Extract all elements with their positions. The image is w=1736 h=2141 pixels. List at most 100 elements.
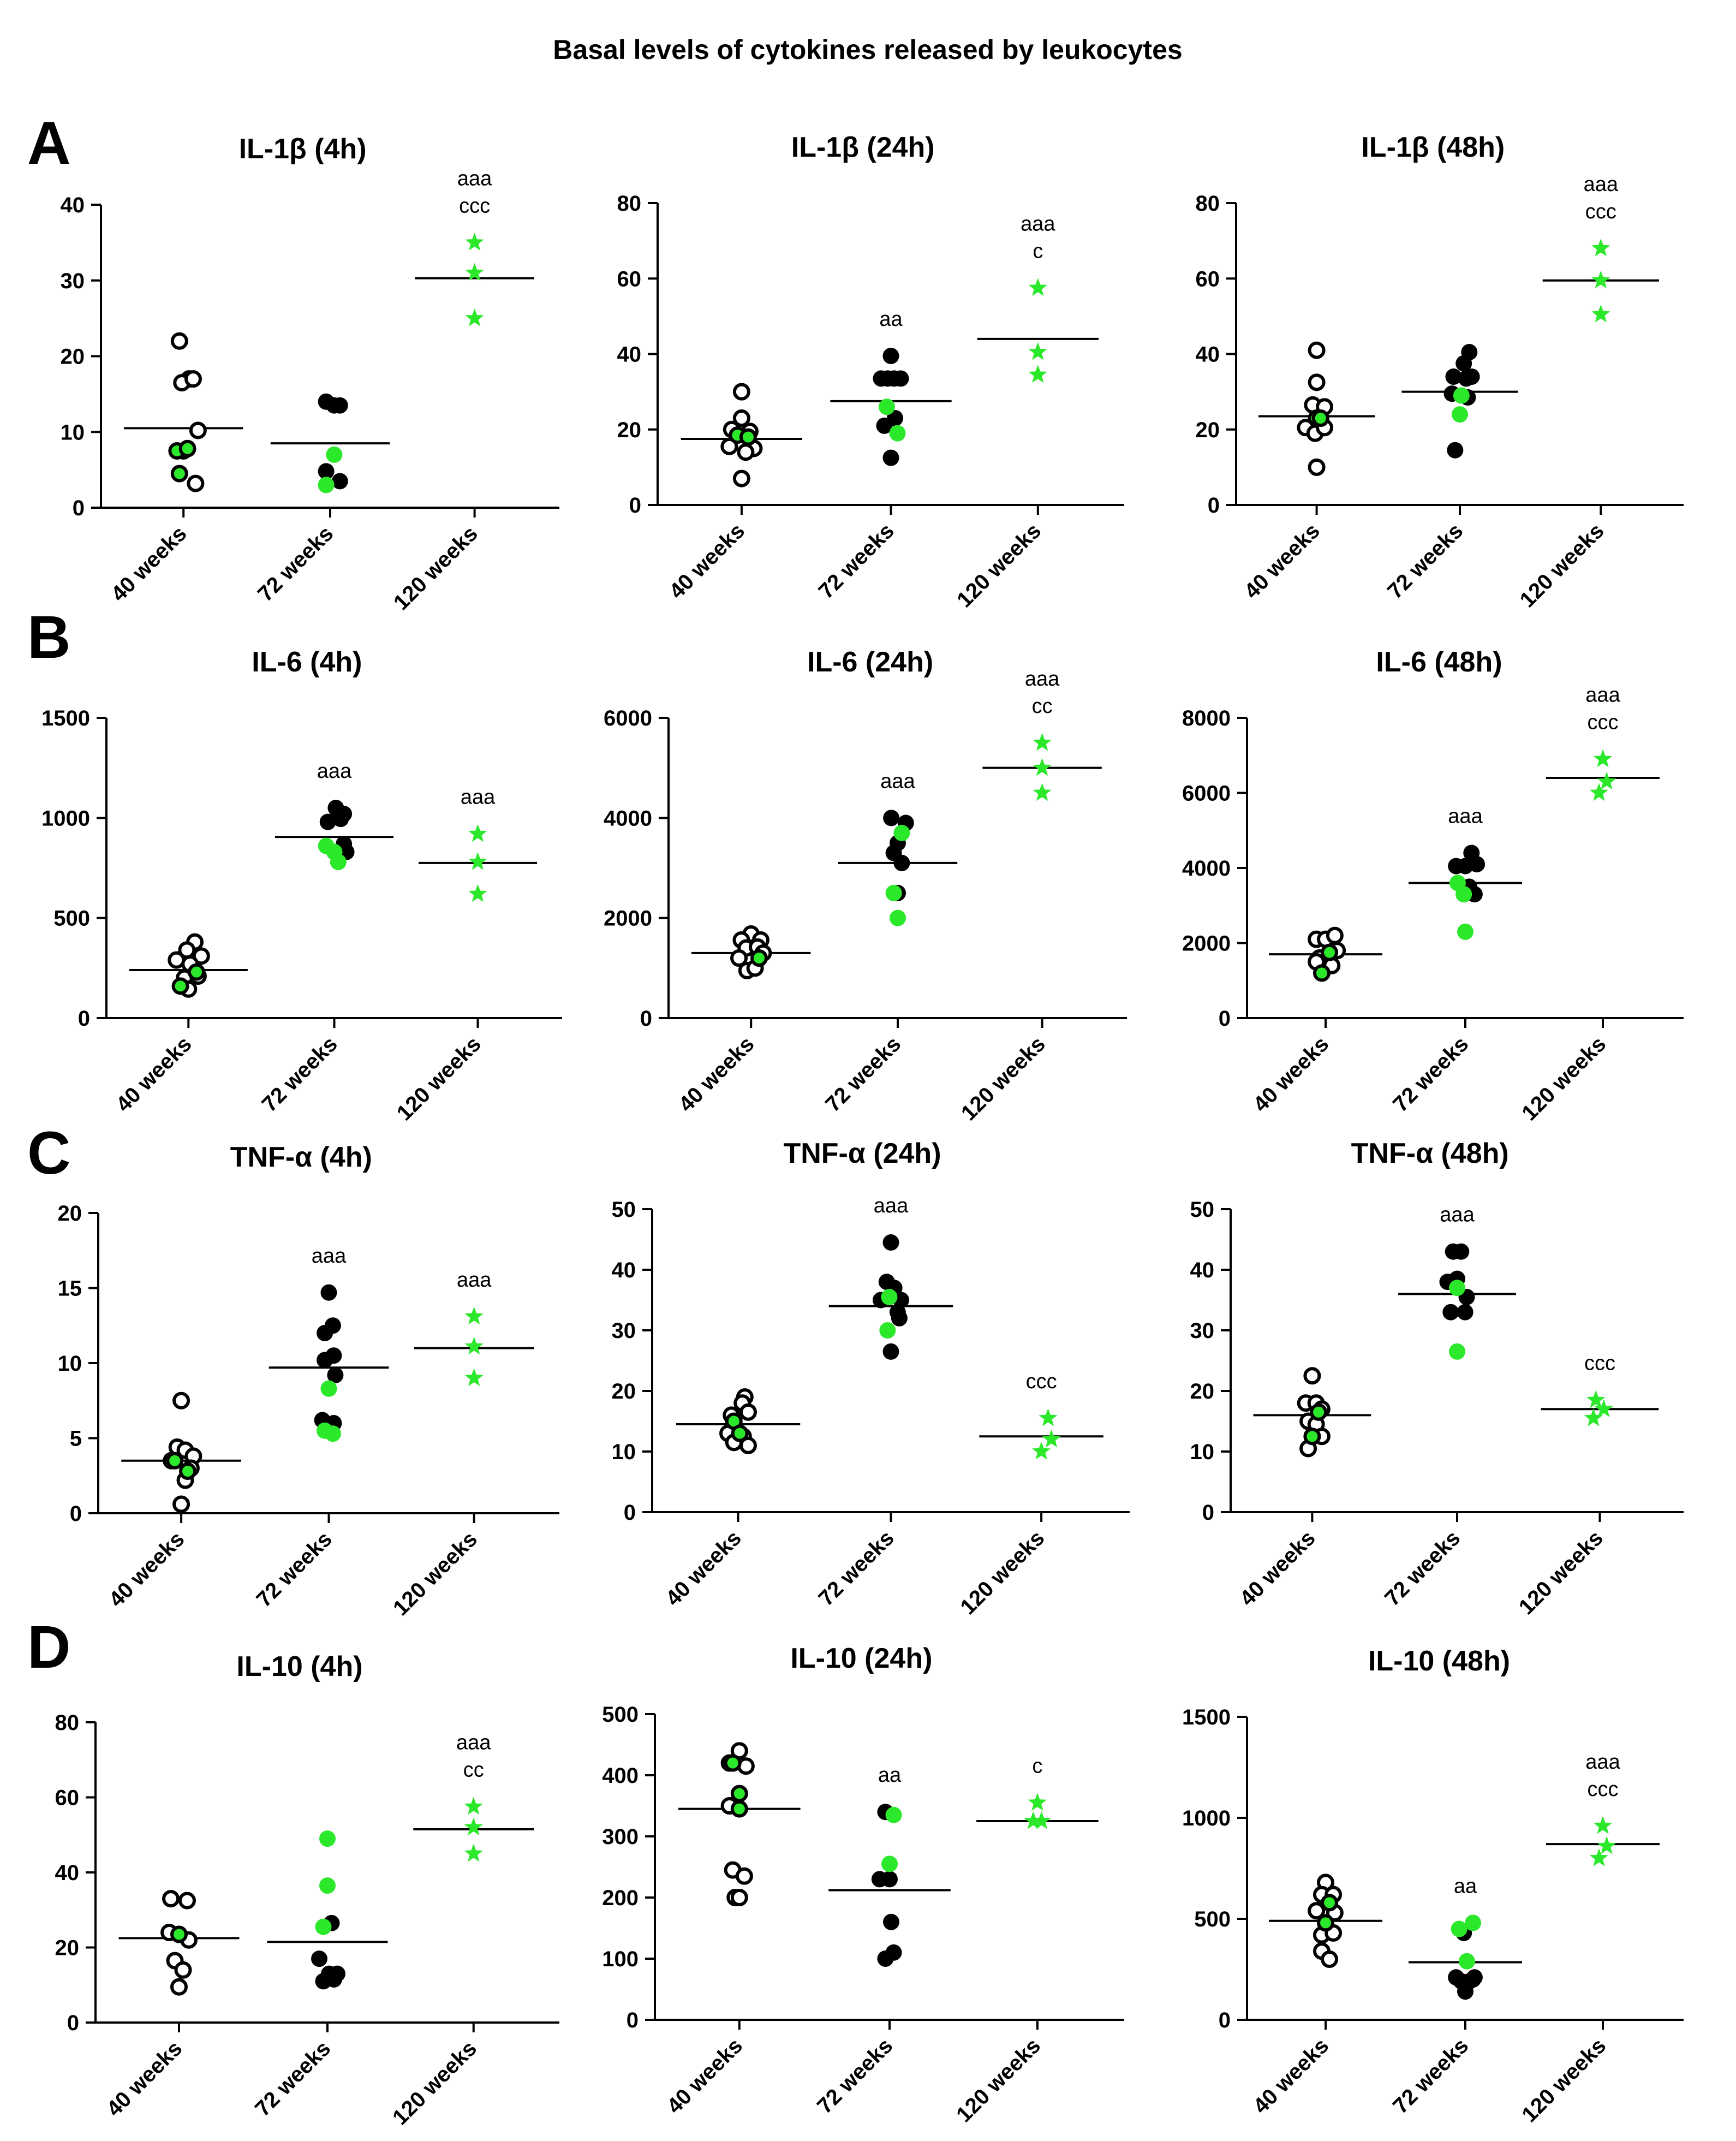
data-point-open (187, 474, 205, 492)
significance-label: aaa (456, 1732, 491, 1755)
significance-label: aaa (1440, 1204, 1475, 1227)
y-tick-label: 60 (1196, 267, 1220, 291)
data-point-black (1442, 1304, 1459, 1321)
y-tick-label: 80 (617, 192, 642, 216)
chart-12: IL-10 (48h) 0 500 1000 1500 40 weeks 72 weeks 1… (1182, 1645, 1684, 2127)
x-tick-label: 120 weeks (388, 2036, 481, 2130)
data-point-green (1465, 1914, 1482, 1931)
data-point-green-outlined (1310, 1403, 1328, 1421)
figure-title: Basal levels of cytokines released by le… (553, 34, 1182, 65)
x-tick-label: 120 weeks (1514, 1526, 1608, 1619)
significance-label: aaa (880, 770, 915, 793)
data-point-black (887, 410, 904, 427)
data-point-open (1303, 1367, 1321, 1385)
chart-1: IL-1β (4h) 0 10 20 30 40 40 weeks 72 weeks 120 w… (61, 133, 559, 615)
significance-label: ccc (459, 194, 490, 217)
data-point-green (1453, 387, 1470, 404)
data-point-green-outlined (170, 465, 188, 483)
data-point-star (1591, 304, 1610, 323)
x-tick-label: 120 weeks (957, 1032, 1050, 1125)
y-tick-label: 0 (627, 2008, 639, 2032)
data-point-green-outlined (731, 1424, 749, 1442)
chart-title: IL-6 (4h) (252, 646, 362, 678)
chart-6: IL-6 (48h) 0 2000 4000 6000 8000 40 weeks 72 we… (1182, 646, 1684, 1125)
y-tick-label: 8000 (1182, 706, 1231, 730)
chart-3: IL-1β (48h) 0 20 40 60 80 40 weeks 72 weeks 120 … (1196, 132, 1684, 612)
data-point-open (170, 332, 188, 350)
data-point-green-outlined (730, 1785, 748, 1803)
data-point-open (174, 1961, 192, 1979)
y-tick-label: 50 (1190, 1198, 1215, 1222)
data-point-black (1466, 1969, 1483, 1986)
significance-label: aaa (457, 167, 492, 190)
data-point-black (881, 1871, 898, 1888)
x-tick-label: 40 weeks (106, 521, 191, 606)
data-point-open (732, 469, 750, 487)
data-point-green (890, 909, 906, 926)
chart-9: TNF-α (48h) 0 10 20 30 40 50 40 weeks 72 weeks 12… (1190, 1138, 1684, 1619)
data-point-star (465, 233, 484, 251)
x-tick-label: 72 weeks (1388, 2033, 1473, 2118)
data-point-star (1594, 1399, 1613, 1417)
data-point-black (327, 1367, 344, 1383)
y-tick-label: 80 (1196, 192, 1220, 216)
x-tick-label: 120 weeks (389, 1527, 482, 1620)
significance-label: aaa (874, 1194, 909, 1217)
significance-label: ccc (1584, 1352, 1615, 1375)
data-point-star (1042, 1429, 1061, 1448)
data-point-green-outlined (1321, 1894, 1339, 1912)
y-tick-label: 40 (1190, 1258, 1215, 1282)
y-tick-label: 10 (58, 1352, 82, 1376)
significance-label: aaa (317, 760, 352, 783)
data-point-star (1589, 1848, 1609, 1866)
chart-title: TNF-α (4h) (230, 1141, 372, 1173)
significance-label: aaa (1585, 1751, 1620, 1774)
data-point-star (1024, 1811, 1043, 1829)
y-tick-label: 0 (73, 496, 85, 520)
data-point-black (1457, 1983, 1473, 2000)
x-tick-label: 40 weeks (1249, 1032, 1333, 1116)
data-point-black (331, 473, 348, 490)
y-tick-label: 30 (61, 269, 85, 293)
data-point-star (464, 1797, 483, 1815)
data-point-black (882, 449, 899, 466)
data-point-green-outlined (1303, 1428, 1321, 1446)
significance-label: ccc (1026, 1370, 1057, 1393)
y-tick-label: 500 (53, 907, 90, 931)
data-point-black (1447, 442, 1464, 459)
x-tick-label: 40 weeks (1240, 519, 1325, 603)
y-tick-label: 0 (78, 1007, 90, 1031)
y-tick-label: 40 (1196, 343, 1220, 367)
data-point-green (879, 1322, 896, 1339)
data-point-black (882, 347, 899, 364)
data-point-star (464, 1368, 484, 1387)
y-tick-label: 1000 (1182, 1806, 1231, 1830)
x-tick-label: 40 weeks (661, 1526, 746, 1610)
data-point-green (315, 1918, 332, 1935)
data-point-open (739, 1436, 757, 1454)
chart-10: IL-10 (4h) 0 20 40 60 80 40 weeks 72 weeks 120 w… (55, 1651, 559, 2130)
x-tick-label: 72 weeks (1380, 1526, 1465, 1610)
data-point-green-outlined (1313, 964, 1331, 982)
x-tick-label: 120 weeks (392, 1032, 486, 1125)
significance-label: aaa (1025, 668, 1060, 691)
data-point-green (1449, 1343, 1465, 1360)
x-tick-label: 120 weeks (952, 2033, 1045, 2127)
chart-title: IL-6 (24h) (807, 646, 933, 678)
data-point-open (1308, 458, 1326, 476)
chart-2: IL-1β (24h) 0 20 40 60 80 40 weeks 72 weeks 120 … (617, 132, 1124, 612)
panel-label-a: A (27, 110, 70, 177)
data-point-green (885, 884, 902, 901)
y-tick-label: 60 (617, 267, 642, 291)
data-point-green (878, 399, 895, 415)
data-point-open (720, 437, 738, 455)
data-point-star (1586, 1390, 1606, 1408)
y-tick-label: 20 (61, 345, 85, 369)
data-point-black (882, 1234, 899, 1251)
x-tick-label: 40 weeks (111, 1032, 196, 1116)
data-point-star (1589, 783, 1609, 801)
y-tick-label: 20 (1196, 418, 1220, 442)
y-tick-label: 0 (1208, 493, 1220, 518)
y-tick-label: 40 (612, 1258, 636, 1282)
data-point-star (464, 1306, 484, 1325)
